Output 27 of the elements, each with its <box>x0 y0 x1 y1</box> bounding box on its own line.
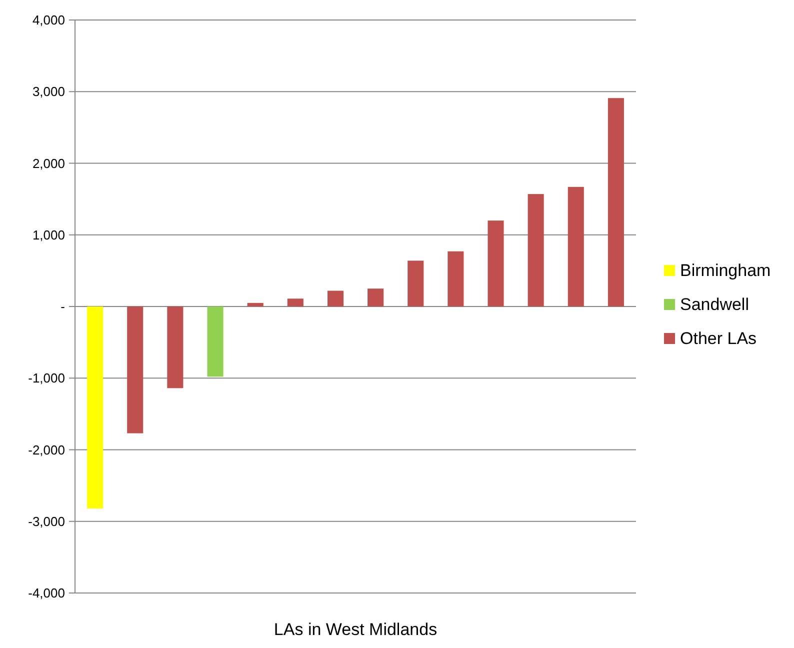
y-tick-label: - <box>60 299 65 314</box>
bar <box>287 298 304 306</box>
bar <box>207 306 224 377</box>
legend-label: Birmingham <box>680 260 771 280</box>
y-tick-label: 2,000 <box>32 156 65 171</box>
y-tick-label: -3,000 <box>28 514 65 529</box>
bar <box>368 288 384 306</box>
y-tick-label: -1,000 <box>28 370 65 386</box>
bar <box>167 306 184 388</box>
bar <box>87 306 104 508</box>
bar <box>327 290 344 306</box>
y-tick-label: 3,000 <box>32 84 65 100</box>
bar <box>488 220 504 306</box>
bar <box>127 306 144 434</box>
bar <box>448 251 464 306</box>
y-tick-label: -2,000 <box>28 442 65 458</box>
bar <box>608 98 624 306</box>
bar <box>528 194 544 306</box>
bar <box>247 302 264 306</box>
y-tick-label: 1,000 <box>32 227 65 242</box>
y-tick-label: -4,000 <box>28 586 65 601</box>
legend-label: Other LAs <box>680 328 757 348</box>
legend-label: Sandwell <box>680 294 749 314</box>
bar <box>408 260 424 306</box>
x-axis-title: LAs in West Midlands <box>274 620 438 639</box>
bar <box>568 186 584 306</box>
y-tick-label: 4,000 <box>32 12 65 28</box>
